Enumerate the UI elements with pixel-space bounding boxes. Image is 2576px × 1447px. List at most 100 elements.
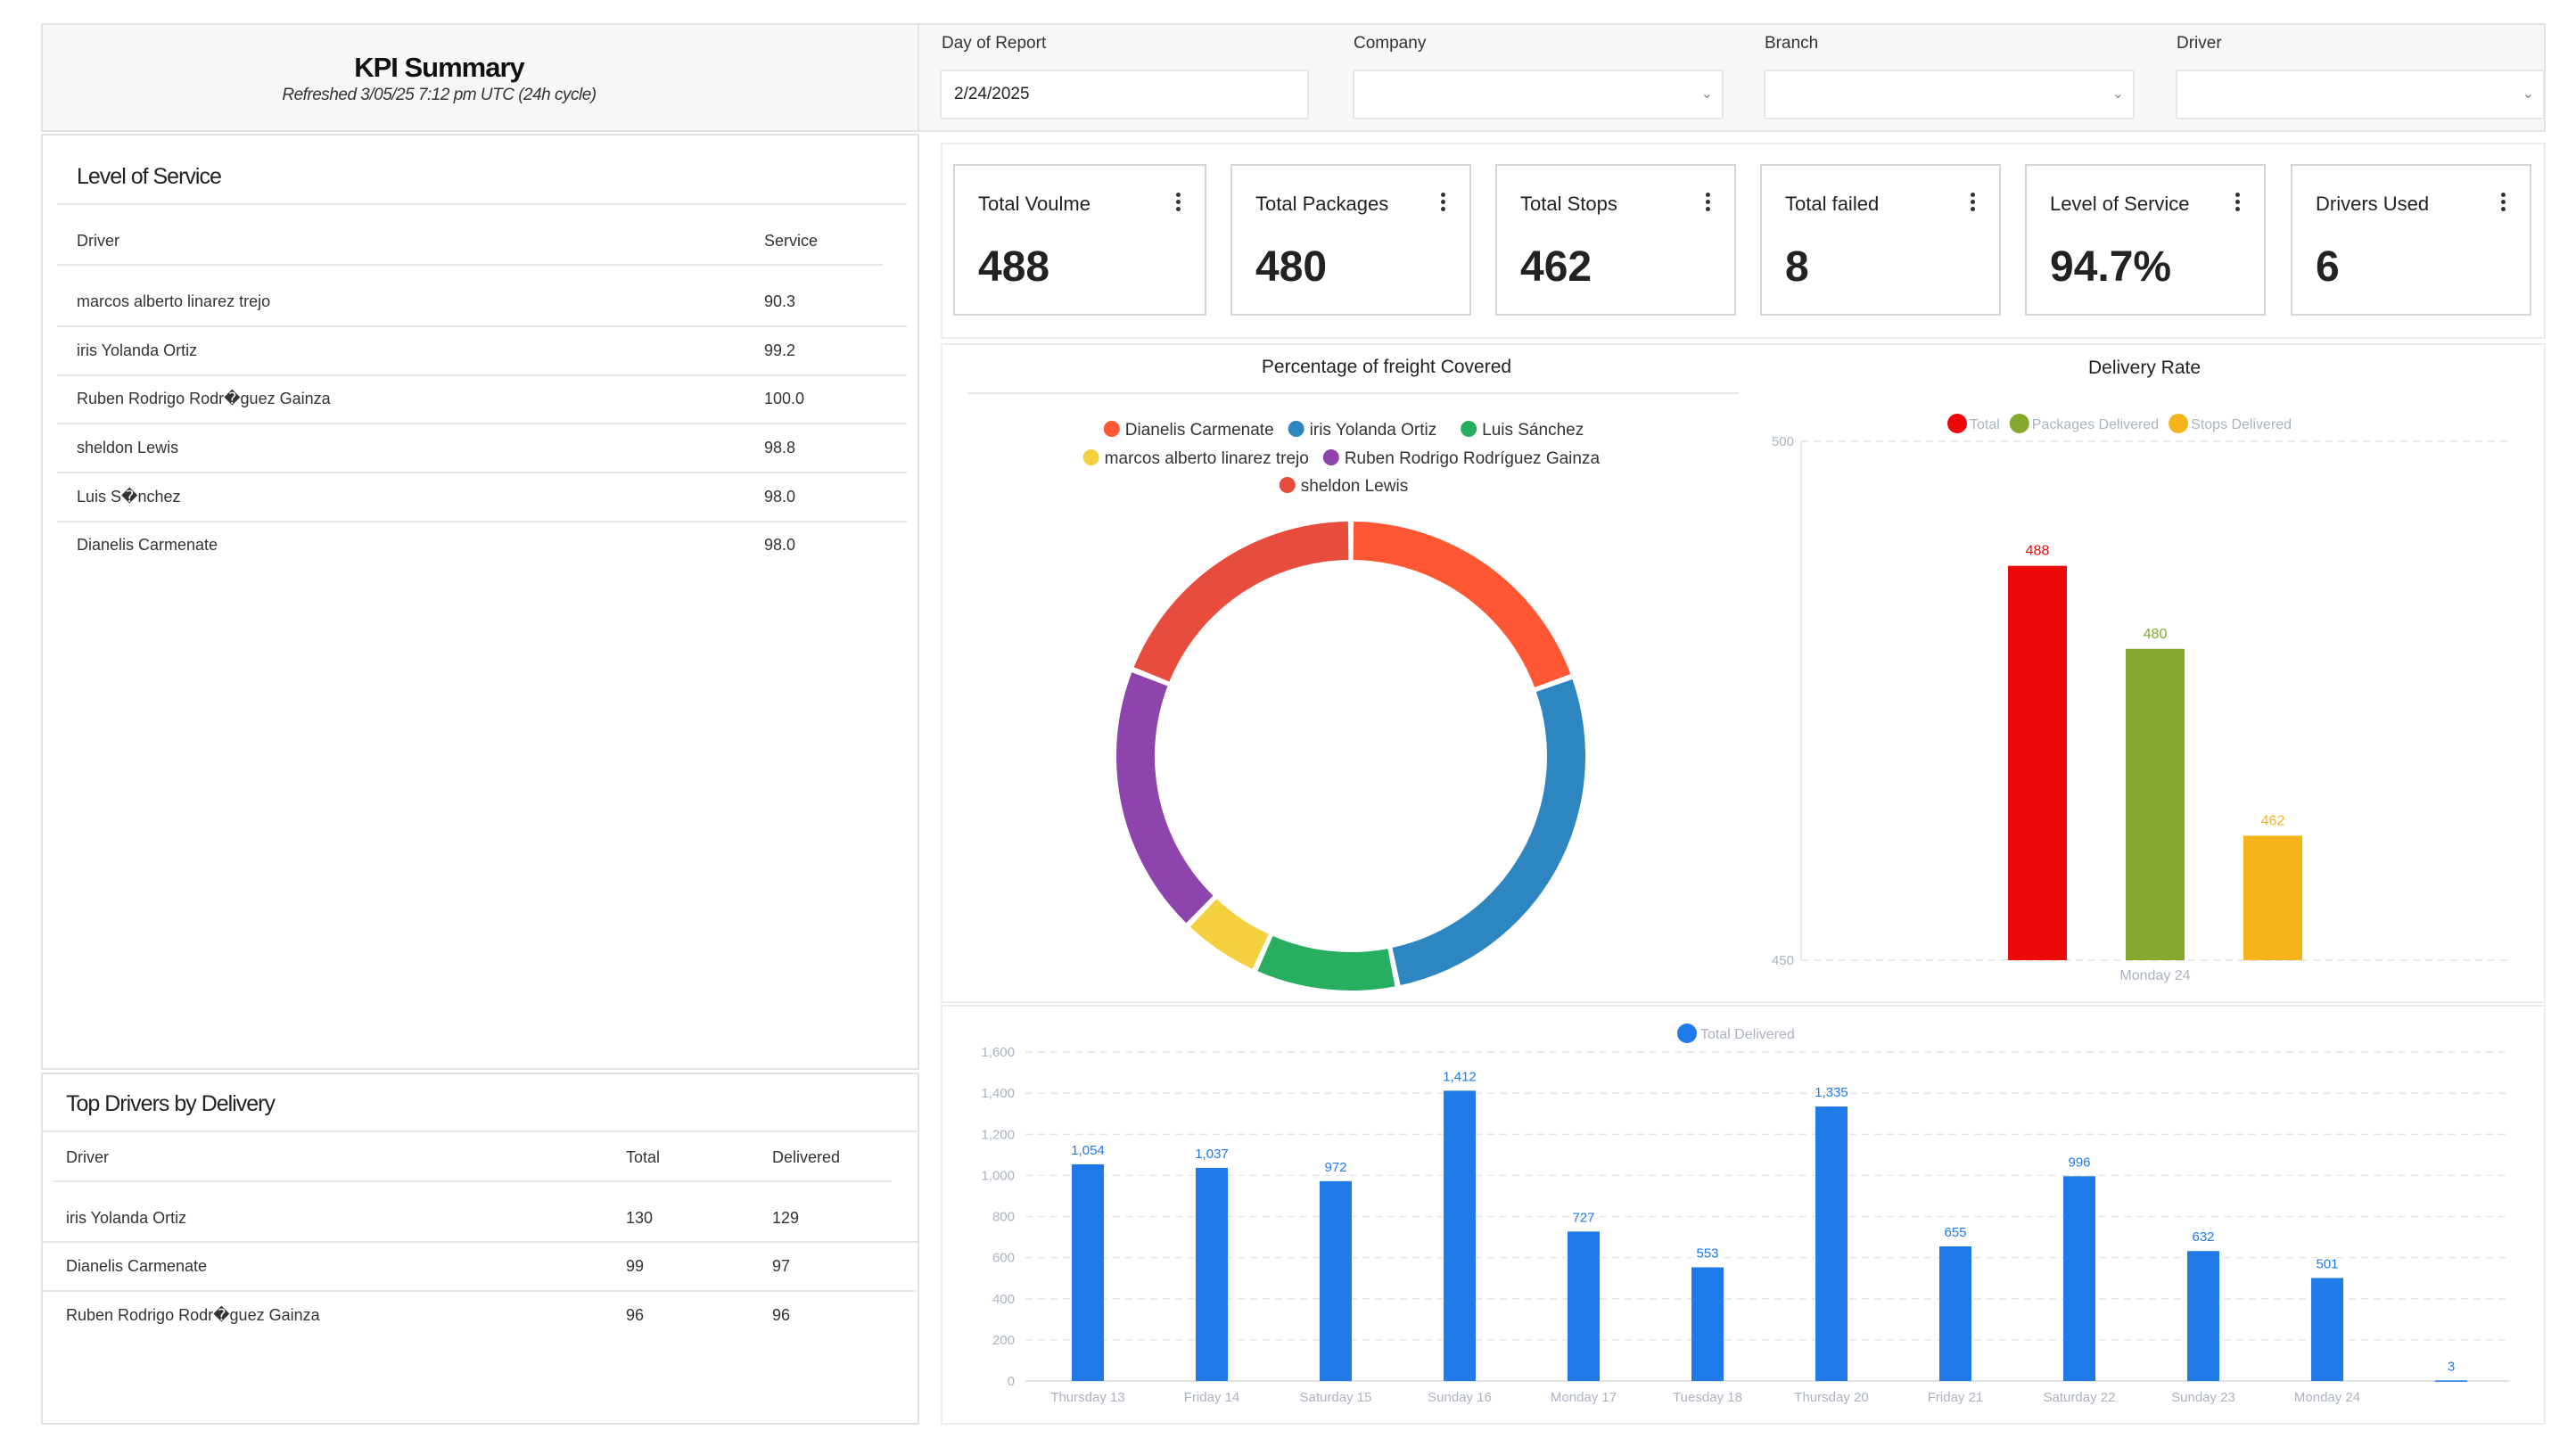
filter-label-company: Company xyxy=(1354,34,1427,53)
service-cell: 98.8 xyxy=(764,439,796,456)
total-cell: 96 xyxy=(626,1306,645,1324)
donut-slice xyxy=(1353,522,1571,687)
y-tick-label: 1,400 xyxy=(981,1086,1015,1101)
bar xyxy=(2126,648,2185,960)
top-drivers-panel xyxy=(41,1073,919,1425)
bar xyxy=(2008,565,2067,960)
donut-slice xyxy=(1116,672,1214,924)
bar xyxy=(2243,835,2302,960)
card-label: Total Packages xyxy=(1255,193,1389,215)
x-tick-label: Monday 24 xyxy=(2294,1390,2360,1405)
y-tick-label: 1,600 xyxy=(981,1045,1015,1060)
chevron-down-icon: ⌄ xyxy=(2111,86,2124,102)
level-of-service-title: Level of Service xyxy=(77,164,222,189)
driver-cell: Ruben Rodrigo Rodr�guez Gainza xyxy=(66,1306,320,1324)
bar xyxy=(2435,1380,2467,1382)
legend-swatch xyxy=(1103,421,1120,437)
bar-value-label: 1,037 xyxy=(1195,1147,1229,1162)
card-value: 480 xyxy=(1255,243,1328,291)
bar xyxy=(1196,1167,1228,1381)
company-select[interactable]: ⌄ xyxy=(1353,70,1724,119)
bar xyxy=(2311,1278,2343,1381)
filter-label-driver: Driver xyxy=(2177,34,2222,53)
x-tick-label: Friday 14 xyxy=(1184,1390,1240,1405)
bar xyxy=(1320,1180,1352,1381)
legend-label: Packages Delivered xyxy=(2032,417,2159,432)
divider xyxy=(57,423,907,424)
legend-label: marcos alberto linarez trejo xyxy=(1105,449,1309,468)
driver-select[interactable]: ⌄ xyxy=(2176,70,2545,119)
bar-value-label: 1,054 xyxy=(1071,1143,1105,1158)
card-label: Total Voulme xyxy=(978,193,1090,215)
service-cell: 98.0 xyxy=(764,488,796,506)
bar-value-label: 727 xyxy=(1572,1210,1594,1225)
y-tick-label: 600 xyxy=(992,1251,1015,1266)
bar-value-label: 3 xyxy=(2448,1359,2455,1374)
more-options-icon[interactable] xyxy=(1971,193,1976,214)
card-label: Level of Service xyxy=(2050,193,2190,215)
more-options-icon[interactable] xyxy=(1176,193,1181,214)
divider xyxy=(41,1241,919,1243)
divider xyxy=(41,1290,919,1292)
total-delivered-chart: Total Delivered 1,600 1,400 1,200 1,000 800 60… xyxy=(981,1024,2510,1405)
column-header-driver: Driver xyxy=(66,1148,109,1166)
service-cell: 99.2 xyxy=(764,341,796,359)
service-cell: 98.0 xyxy=(764,536,796,554)
bar xyxy=(1939,1246,1971,1381)
bar xyxy=(1568,1231,1600,1381)
donut-slice xyxy=(1257,935,1395,991)
driver-cell: Ruben Rodrigo Rodr�guez Gainza xyxy=(77,390,331,407)
legend-label: Total xyxy=(1970,417,2000,432)
driver-cell: sheldon Lewis xyxy=(77,439,179,456)
legend-label: Stops Delivered xyxy=(2191,417,2292,432)
more-options-icon[interactable] xyxy=(2501,193,2506,214)
driver-cell: Dianelis Carmenate xyxy=(66,1257,208,1275)
x-tick-label: Sunday 16 xyxy=(1428,1390,1492,1405)
y-tick-label: 200 xyxy=(992,1333,1015,1348)
driver-cell: Dianelis Carmenate xyxy=(77,536,218,554)
filter-label-day: Day of Report xyxy=(942,34,1047,53)
kpi-cards-panel xyxy=(941,143,2546,339)
divider xyxy=(57,472,907,473)
legend-swatch xyxy=(1677,1024,1697,1043)
legend-label: Total Delivered xyxy=(1700,1027,1795,1042)
x-tick-label: Friday 21 xyxy=(1928,1390,1984,1405)
card-value: 94.7% xyxy=(2050,243,2172,291)
y-tick-label: 500 xyxy=(1772,434,1794,449)
refresh-subtitle: Refreshed 3/05/25 7:12 pm UTC (24h cycle… xyxy=(282,86,597,104)
kpi-card-drivers-used: Drivers Used 6 xyxy=(2291,164,2531,316)
bar-value-label: 655 xyxy=(1944,1225,1966,1240)
legend-swatch xyxy=(1322,449,1339,465)
more-options-icon[interactable] xyxy=(1441,193,1446,214)
x-tick-label: Tuesday 18 xyxy=(1673,1390,1742,1405)
driver-cell: iris Yolanda Ortiz xyxy=(66,1209,187,1227)
more-options-icon[interactable] xyxy=(2235,193,2241,214)
card-label: Total failed xyxy=(1785,193,1880,215)
card-value: 6 xyxy=(2316,243,2340,291)
x-tick-label: Thursday 20 xyxy=(1794,1390,1868,1405)
branch-select[interactable]: ⌄ xyxy=(1764,70,2135,119)
bar-value-label: 501 xyxy=(2316,1256,2338,1271)
column-header-driver: Driver xyxy=(77,232,119,250)
bar-value-label: 1,412 xyxy=(1443,1069,1477,1084)
divider xyxy=(57,264,883,266)
legend-label: Ruben Rodrigo Rodríguez Gainza xyxy=(1345,449,1601,468)
x-tick-label: Thursday 13 xyxy=(1050,1390,1124,1405)
more-options-icon[interactable] xyxy=(1706,193,1711,214)
delivery-rate-title: Delivery Rate xyxy=(2087,358,2202,378)
legend-swatch xyxy=(2009,414,2029,433)
card-label: Total Stops xyxy=(1520,193,1617,215)
kpi-card-total-stops: Total Stops 462 xyxy=(1495,164,1736,316)
day-of-report-input[interactable]: 2/24/2025 xyxy=(940,70,1309,119)
legend-swatch xyxy=(1082,449,1099,465)
donut-slice xyxy=(1392,678,1585,986)
legend-label: Luis Sánchez xyxy=(1482,421,1584,440)
donut-slice xyxy=(1189,899,1269,969)
x-tick-label: Monday 24 xyxy=(2119,968,2190,983)
total-cell: 99 xyxy=(626,1257,645,1275)
x-tick-label: Sunday 23 xyxy=(2171,1390,2235,1405)
card-value: 488 xyxy=(978,243,1050,291)
bar-value-label: 1,335 xyxy=(1815,1085,1848,1100)
divider xyxy=(41,1130,919,1132)
divider xyxy=(57,203,907,205)
